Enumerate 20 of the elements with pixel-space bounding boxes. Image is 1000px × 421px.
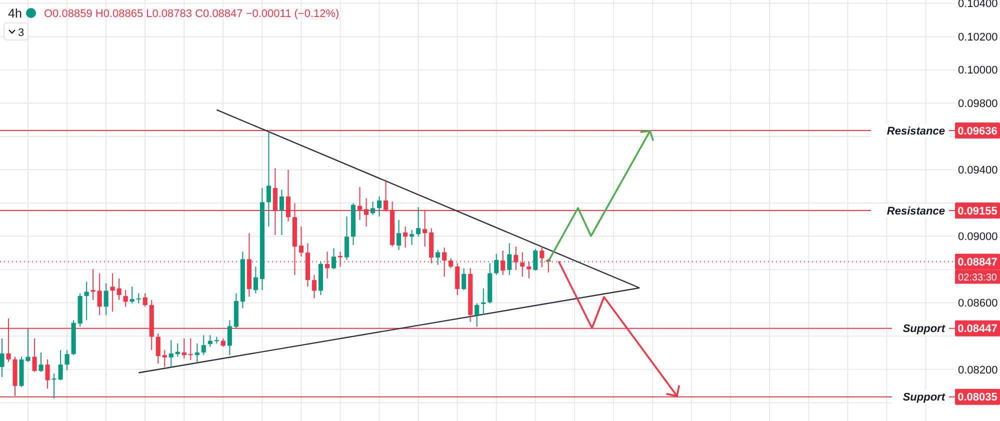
- ref-line-label: Support: [902, 392, 946, 404]
- text: 4h: [8, 6, 22, 20]
- y-tick-label: 0.10200: [958, 31, 998, 44]
- ref-line-label: Support: [902, 323, 946, 336]
- text: 0.09636: [958, 125, 998, 138]
- y-tick-label: 0.09400: [958, 164, 998, 177]
- y-tick-label: 0.09800: [958, 98, 998, 110]
- ref-line-label: Resistance: [886, 125, 945, 138]
- ref-line-label: Resistance: [886, 205, 945, 218]
- annotation: 3: [18, 26, 24, 39]
- text: 0.08035: [958, 392, 998, 404]
- text: 0.08447: [958, 323, 998, 336]
- text: 02:33:30: [958, 272, 998, 284]
- text: O0.08859 H0.08865 L0.08783 C0.08847 −0.00011 (−0.12%): [44, 8, 340, 20]
- y-tick-label: 0.08200: [958, 364, 998, 376]
- y-tick-label: 0.09000: [958, 231, 998, 244]
- y-tick-label: 0.08600: [958, 298, 998, 310]
- text: 0.08847: [958, 256, 998, 269]
- text: 0.09155: [958, 205, 998, 218]
- y-tick-label: 0.10000: [958, 64, 998, 77]
